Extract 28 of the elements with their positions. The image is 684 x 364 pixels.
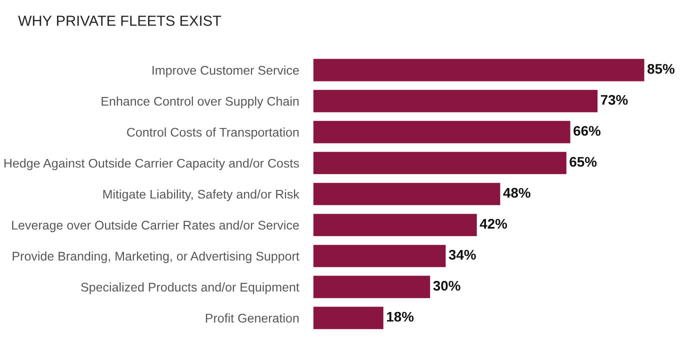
y-tick-label: Provide Branding, Marketing, or Advertising Support [12, 251, 300, 264]
y-tick-label: Specialized Products and/or Equipment [81, 282, 300, 294]
data-label: 42% [480, 218, 508, 229]
bar [313, 276, 430, 298]
y-tick-label: Hedge Against Outside Carrier Capacity and/or Costs [4, 158, 299, 170]
bar [313, 58, 644, 82]
data-label: 85% [647, 64, 674, 74]
y-tick-label: Leverage over Outside Carrier Rates and/or Service [12, 220, 299, 232]
bar [313, 90, 598, 112]
data-label: 65% [570, 156, 597, 167]
data-label: 18% [387, 312, 414, 322]
bar [313, 182, 500, 206]
data-label: 73% [600, 94, 628, 105]
bar [313, 244, 446, 268]
data-label: 48% [503, 188, 530, 198]
data-label: 66% [574, 126, 600, 136]
bar [313, 214, 477, 236]
bar [313, 120, 570, 144]
bar [313, 152, 566, 174]
y-tick-label: Mitigate Liability, Safety and/or Risk [103, 189, 300, 202]
y-tick-label: Control Costs of Transportation [127, 128, 299, 140]
y-tick-label: Improve Customer Service [152, 66, 299, 78]
data-label: 30% [433, 280, 460, 291]
y-tick-label: Enhance Control over Supply Chain [102, 96, 299, 108]
text: WHY PRIVATE FLEETS EXIST [18, 16, 222, 26]
y-tick-label: Profit Generation [206, 313, 299, 323]
bar [313, 306, 384, 330]
data-label: 34% [448, 250, 476, 260]
